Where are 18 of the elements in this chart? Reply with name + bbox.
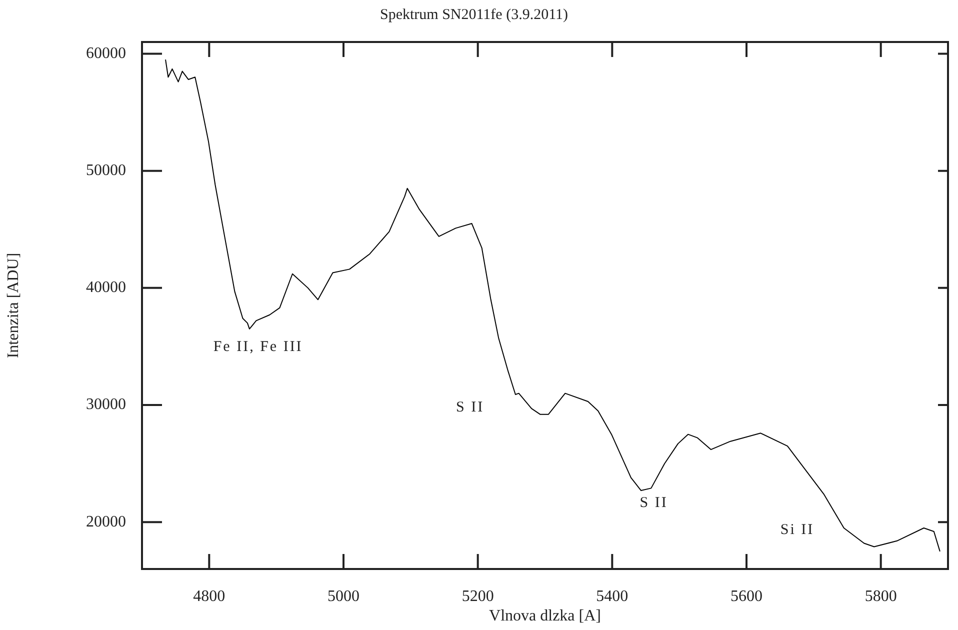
annotation: Si II	[780, 522, 814, 538]
x-tick-label: 5000	[328, 588, 360, 605]
x-tick-label: 5200	[462, 588, 494, 605]
y-tick-label: 60000	[86, 44, 126, 62]
x-tick-label: 5400	[596, 588, 628, 605]
x-tick-label: 4800	[193, 588, 226, 605]
x-tick-label: 5800	[864, 588, 897, 605]
annotation: S II	[640, 495, 668, 512]
y-tick-label: 20000	[86, 513, 126, 530]
annotation: S II	[456, 400, 484, 416]
x-axis-title: Vlnova dlzka [A]	[489, 608, 601, 625]
y-tick-label: 50000	[86, 162, 126, 180]
y-tick-label: 40000	[86, 279, 126, 296]
y-tick-label: 30000	[86, 396, 126, 414]
chart-title: Spektrum SN2011fe (3.9.2011)	[380, 6, 568, 23]
annotation: Fe II, Fe III	[213, 339, 303, 356]
y-axis-title: Intenzita [ADU]	[4, 252, 22, 358]
x-tick-label: 5600	[730, 588, 762, 605]
